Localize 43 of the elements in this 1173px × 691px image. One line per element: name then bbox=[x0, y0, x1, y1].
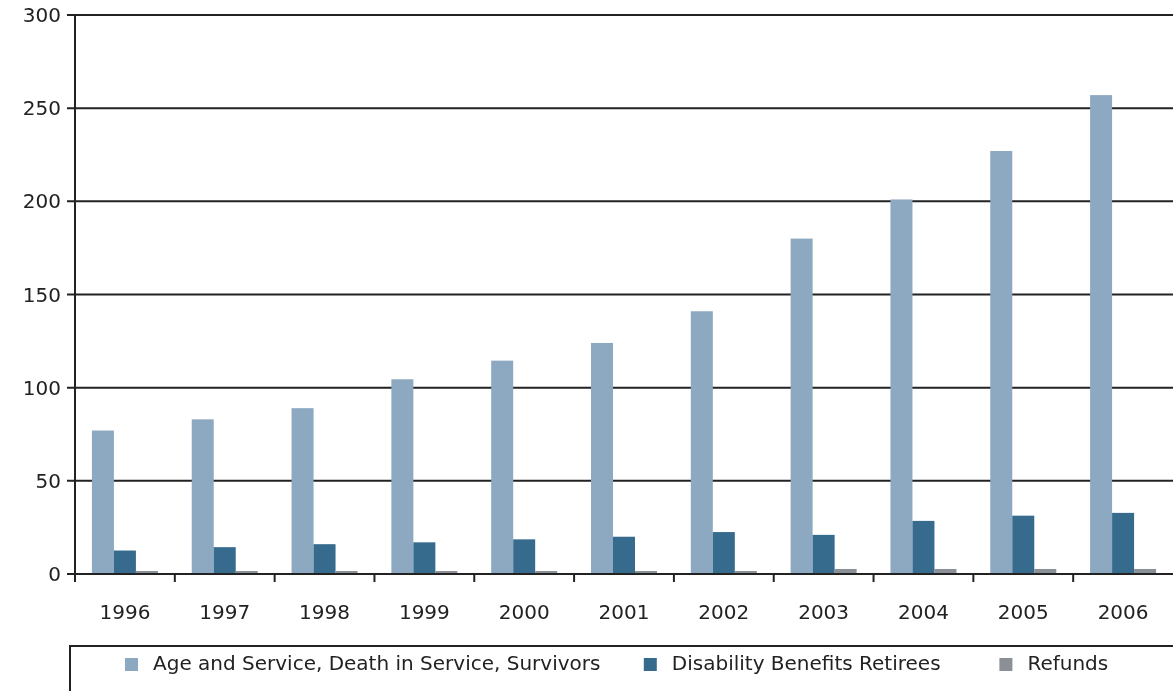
x-tick-label: 2004 bbox=[898, 600, 949, 624]
bar bbox=[1112, 512, 1135, 574]
y-tick-label: 250 bbox=[22, 96, 61, 121]
x-tick-label: 2005 bbox=[997, 600, 1049, 624]
bar bbox=[391, 379, 414, 574]
y-tick-label: 300 bbox=[22, 3, 61, 27]
bar bbox=[413, 542, 436, 574]
x-tick-label: 1997 bbox=[199, 600, 251, 624]
bar bbox=[1090, 95, 1113, 574]
bar bbox=[912, 520, 935, 574]
bar bbox=[812, 534, 835, 574]
bar bbox=[491, 360, 514, 574]
bar bbox=[113, 550, 136, 574]
x-tick-label: 2001 bbox=[598, 600, 650, 624]
y-tick-label: 150 bbox=[22, 282, 61, 307]
bar bbox=[712, 532, 735, 574]
bar bbox=[890, 199, 913, 574]
legend-label: Refunds bbox=[1027, 651, 1109, 675]
y-tick-label: 50 bbox=[35, 468, 61, 493]
bar bbox=[790, 238, 813, 574]
x-tick-label: 2000 bbox=[498, 600, 550, 624]
bar bbox=[91, 430, 114, 574]
x-tick-label: 2002 bbox=[698, 600, 750, 624]
bar bbox=[613, 536, 635, 574]
x-tick-label: 1999 bbox=[398, 600, 450, 624]
bar bbox=[990, 151, 1013, 574]
bar bbox=[291, 408, 314, 574]
x-tick-label: 1998 bbox=[299, 600, 350, 624]
bar bbox=[313, 544, 336, 574]
y-tick-label: 200 bbox=[22, 189, 61, 214]
bar bbox=[1012, 515, 1035, 574]
y-tick-label: 100 bbox=[22, 375, 61, 400]
bar bbox=[591, 342, 613, 574]
bar bbox=[690, 311, 713, 574]
x-tick-label: 2003 bbox=[798, 600, 850, 624]
x-tick-label: 2006 bbox=[1097, 600, 1149, 624]
y-tick-label: 0 bbox=[48, 562, 61, 586]
bar bbox=[513, 539, 536, 574]
bar bbox=[213, 547, 236, 574]
legend-label: Age and Service, Death in Service, Survivors bbox=[153, 651, 601, 675]
legend-label: Disability Benefits Retirees bbox=[671, 651, 941, 675]
x-tick-label: 1996 bbox=[99, 600, 151, 624]
bar bbox=[191, 419, 214, 574]
